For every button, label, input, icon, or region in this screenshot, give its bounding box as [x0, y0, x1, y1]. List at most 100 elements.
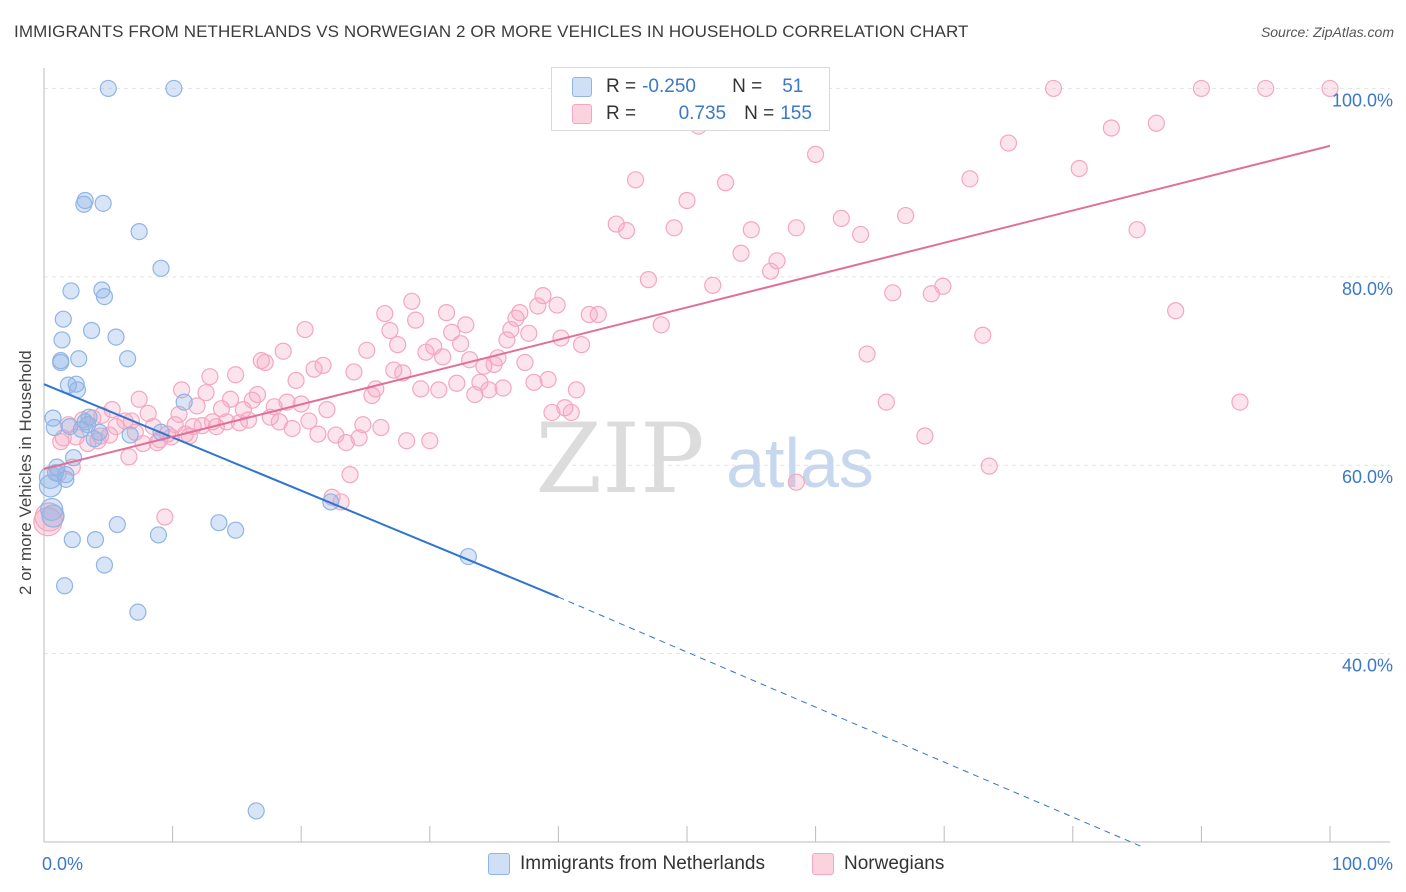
legend-row-netherlands: R = -0.250 N = 51: [572, 75, 803, 99]
netherlands-point: [63, 531, 81, 549]
norwegians-point: [832, 209, 850, 228]
trend-lines: [43, 144, 1331, 849]
norwegians-point: [107, 417, 125, 436]
netherlands-point: [54, 310, 72, 328]
netherlands-point: [99, 79, 117, 98]
norwegians-point: [354, 416, 372, 434]
norwegians-point: [716, 174, 735, 192]
norwegians-point: [212, 400, 231, 418]
norwegians-point: [407, 311, 425, 329]
norwegians-point: [787, 473, 805, 491]
norwegians-point: [372, 418, 390, 437]
legend-r-label: R =: [606, 76, 637, 97]
norwegians-point: [897, 206, 915, 225]
norwegians-point: [543, 403, 561, 422]
norwegians-point: [525, 373, 543, 391]
blue-swatch: [488, 853, 510, 875]
bottom-legend-norwegians[interactable]: Norwegians: [812, 851, 944, 877]
netherlands-point: [94, 194, 112, 212]
y-tick-label: 40.0%: [1342, 656, 1393, 676]
norwegians-point: [287, 371, 305, 390]
norwegians-point: [580, 305, 598, 324]
netherlands-point: [107, 328, 125, 346]
netherlands-point: [129, 603, 147, 621]
legend-r-value: -0.250: [642, 76, 696, 97]
x-tick-label-min: 0.0%: [42, 854, 83, 874]
norwegians-point: [742, 221, 760, 239]
grid-lines: [44, 87, 1390, 655]
norwegians-point: [188, 397, 206, 415]
bottom-legend-netherlands[interactable]: Immigrants from Netherlands: [488, 851, 765, 877]
blue-swatch: [572, 77, 592, 97]
netherlands-trend-line: [43, 383, 559, 599]
netherlands-trend-extension: [558, 596, 1146, 849]
legend-n-value: 51: [782, 76, 804, 97]
norwegians-point: [437, 304, 456, 322]
y-tick-label: 100.0%: [1332, 90, 1393, 110]
norwegians-point: [283, 419, 301, 438]
netherlands-point: [247, 802, 265, 820]
norwegians-point: [381, 321, 399, 340]
norwegians-point: [248, 385, 267, 404]
norwegians-point: [1102, 119, 1120, 137]
netherlands-point: [70, 350, 88, 368]
netherlands-point: [76, 191, 94, 210]
netherlands-point: [55, 577, 74, 595]
norwegians-point: [358, 341, 376, 359]
netherlands-point: [95, 287, 114, 306]
norwegians-point: [1257, 79, 1275, 98]
norwegians-point: [704, 276, 722, 294]
norwegians-point: [139, 404, 157, 423]
norwegians-point: [1147, 114, 1165, 132]
chart-title: IMMIGRANTS FROM NETHERLANDS VS NORWEGIAN…: [14, 22, 969, 41]
norwegians-point: [1167, 302, 1185, 320]
axes: [43, 68, 1390, 843]
norwegians-point: [309, 425, 327, 443]
norwegians-point: [452, 335, 470, 353]
norwegians-point: [999, 134, 1018, 152]
norwegians-point: [548, 296, 566, 314]
netherlands-point: [67, 375, 85, 393]
norwegians-point: [430, 381, 448, 399]
legend-n-label: N =: [732, 76, 763, 97]
norwegians-trend-line: [43, 144, 1331, 470]
pink-swatch: [572, 104, 592, 124]
norwegians-point: [234, 401, 252, 419]
netherlands-point: [210, 514, 228, 532]
norwegians-point: [350, 429, 368, 447]
zipatlas-watermark: ZIP atlas: [535, 403, 874, 515]
netherlands-point: [57, 470, 75, 488]
norwegians-point: [498, 331, 516, 349]
netherlands-point: [46, 464, 65, 482]
norwegians-point: [934, 277, 952, 295]
norwegians-point: [221, 390, 240, 408]
norwegians-point: [403, 292, 421, 310]
netherlands-point: [41, 504, 65, 528]
netherlands-series: [38, 79, 477, 820]
norwegians-point: [511, 304, 529, 322]
norwegians-point: [884, 284, 902, 302]
netherlands-point: [45, 418, 63, 437]
netherlands-point: [175, 393, 193, 411]
norwegians-point: [389, 336, 407, 354]
norwegians-point: [494, 379, 512, 397]
norwegians-point: [412, 380, 430, 398]
norwegians-point: [443, 323, 461, 341]
norwegians-point: [768, 252, 786, 270]
norwegians-point: [296, 320, 314, 339]
norwegians-point: [562, 403, 580, 422]
norwegians-point: [318, 401, 336, 419]
legend-r-label: R =: [606, 103, 637, 124]
norwegians-point: [665, 219, 683, 237]
norwegians-point: [572, 336, 591, 354]
norwegians-point: [607, 215, 625, 233]
pink-swatch: [812, 853, 834, 875]
netherlands-point: [90, 423, 108, 441]
netherlands-point: [86, 531, 105, 549]
netherlands-point: [62, 282, 80, 300]
netherlands-point: [121, 426, 139, 444]
norwegians-point: [489, 349, 507, 367]
norwegians-point: [434, 348, 452, 366]
norwegians-point: [806, 145, 825, 163]
